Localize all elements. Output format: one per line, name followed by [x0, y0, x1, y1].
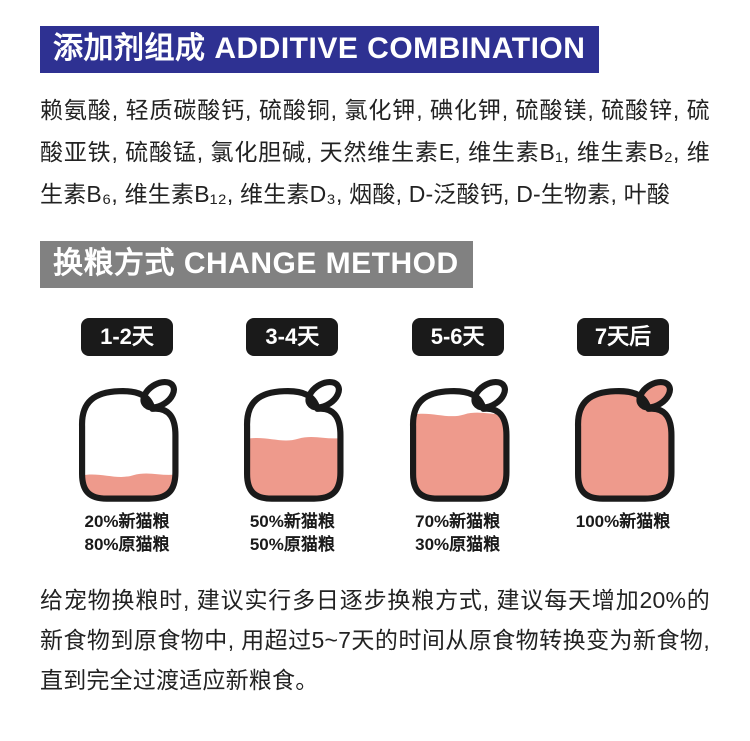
food-jar-icon [244, 378, 344, 502]
change-stage: 1-2天 20%新猫粮 80%原猫粮 [48, 318, 206, 556]
stage-caption: 50%新猫粮 50%原猫粮 [249, 512, 335, 554]
jar-outline [79, 388, 179, 502]
jar-fill-level [247, 436, 341, 499]
change-method-title: 换粮方式 CHANGE METHOD [53, 247, 459, 280]
additive-section-header: 添加剂组成 ADDITIVE COMBINATION [40, 26, 600, 73]
change-method-header: 换粮方式 CHANGE METHOD [40, 241, 473, 288]
food-jar-icon [79, 378, 179, 502]
stage-caption: 70%新猫粮 30%原猫粮 [415, 512, 501, 554]
stage-caption: 100%新猫粮 [575, 512, 671, 531]
jar-fill-level [412, 411, 507, 499]
change-method-stages: 1-2天 20%新猫粮 80%原猫粮 3-4天 50%新猫粮 50%原猫粮 5-6天 70%新… [40, 318, 710, 556]
jar-outline [574, 388, 675, 502]
additive-section-title: 添加剂组成 ADDITIVE COMBINATION [53, 32, 586, 65]
change-stage: 7天后 100%新猫粮 [544, 318, 702, 556]
food-jar-icon [409, 378, 510, 502]
jar-outline [409, 388, 510, 502]
stage-day-label: 1-2天 [81, 318, 173, 356]
jar-outline [244, 388, 344, 502]
additive-ingredient-list: 赖氨酸, 轻质碳酸钙, 硫酸铜, 氯化钾, 碘化钾, 硫酸镁, 硫酸锌, 硫酸亚… [40, 97, 710, 207]
stage-caption: 20%新猫粮 80%原猫粮 [84, 512, 170, 554]
stage-day-label: 5-6天 [411, 318, 504, 356]
stage-day-label: 7天后 [576, 318, 669, 356]
change-stage: 5-6天 70%新猫粮 30%原猫粮 [379, 318, 537, 556]
food-jar-icon [574, 378, 675, 502]
change-method-note: 给宠物换粮时, 建议实行多日逐步换粮方式, 建议每天增加20%的新食物到原食物中… [40, 587, 710, 693]
stage-day-label: 3-4天 [246, 318, 339, 356]
change-stage: 3-4天 50%新猫粮 50%原猫粮 [213, 318, 371, 556]
